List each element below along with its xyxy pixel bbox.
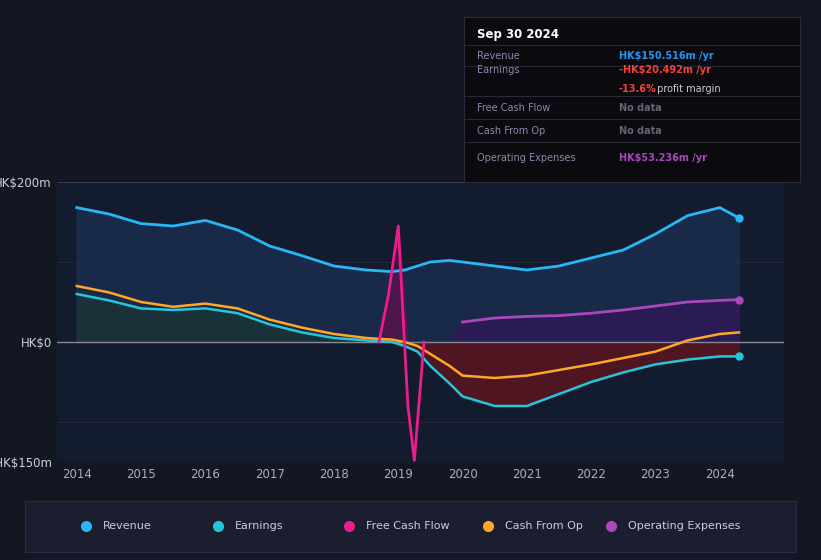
Text: Operating Expenses: Operating Expenses [477, 153, 576, 163]
Text: Cash From Op: Cash From Op [505, 521, 583, 531]
Text: Sep 30 2024: Sep 30 2024 [477, 29, 559, 41]
Text: Cash From Op: Cash From Op [477, 126, 546, 136]
Text: profit margin: profit margin [654, 83, 721, 94]
Text: Free Cash Flow: Free Cash Flow [477, 102, 551, 113]
Text: Free Cash Flow: Free Cash Flow [365, 521, 449, 531]
Text: Revenue: Revenue [103, 521, 152, 531]
Text: No data: No data [619, 102, 662, 113]
Text: No data: No data [619, 126, 662, 136]
Text: HK$150.516m /yr: HK$150.516m /yr [619, 50, 713, 60]
Text: Revenue: Revenue [477, 50, 520, 60]
Text: HK$53.236m /yr: HK$53.236m /yr [619, 153, 707, 163]
Text: -13.6%: -13.6% [619, 83, 657, 94]
Text: Earnings: Earnings [235, 521, 283, 531]
Text: -HK$20.492m /yr: -HK$20.492m /yr [619, 66, 711, 76]
Text: Earnings: Earnings [477, 66, 520, 76]
Text: Operating Expenses: Operating Expenses [628, 521, 741, 531]
